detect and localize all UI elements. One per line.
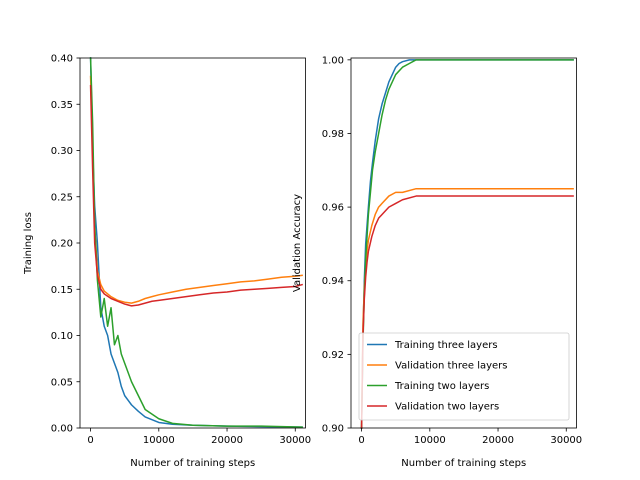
validation-accuracy-panel: 0 10000 20000 30000 0.90 0.92 0.94 0.96 0.98 1.0… xyxy=(292,55,582,469)
legend-entry-label: Validation two layers xyxy=(395,402,499,413)
training-loss-x-tick-label: 0 xyxy=(87,435,93,446)
validation-accuracy-x-tick-label: 10000 xyxy=(414,435,446,446)
training-loss-series-line-3 xyxy=(89,84,304,307)
validation-accuracy-y-axis-label: Validation Accuracy xyxy=(292,194,303,292)
training-loss-y-tick-label: 0.35 xyxy=(51,100,73,111)
training-loss-x-ticks: 0 10000 20000 30000 xyxy=(87,428,311,446)
training-loss-y-axis-label: Training loss xyxy=(23,212,34,275)
validation-accuracy-series-line-3 xyxy=(360,195,574,429)
training-loss-series-line-1 xyxy=(89,75,303,304)
validation-accuracy-y-tick-label: 0.90 xyxy=(322,424,344,435)
legend-entry-label: Validation three layers xyxy=(395,361,508,372)
training-loss-y-tick-label: 0.00 xyxy=(51,424,73,435)
training-loss-x-tick-label: 10000 xyxy=(143,435,175,446)
validation-accuracy-x-ticks: 0 10000 20000 30000 xyxy=(358,428,582,446)
training-loss-y-tick-label: 0.30 xyxy=(51,146,73,157)
validation-accuracy-axes-frame xyxy=(350,57,577,429)
training-loss-y-tick-label: 0.40 xyxy=(51,54,73,65)
validation-accuracy-series-line-2 xyxy=(360,59,574,429)
validation-accuracy-lines xyxy=(360,59,574,429)
validation-accuracy-y-tick-label: 0.92 xyxy=(322,350,344,361)
validation-accuracy-x-axis-label: Number of training steps xyxy=(401,458,526,469)
training-loss-y-tick-label: 0.15 xyxy=(51,285,73,296)
training-loss-y-tick-label: 0.10 xyxy=(51,331,73,342)
legend-entry-label: Training three layers xyxy=(394,340,498,351)
training-loss-panel: 0 10000 20000 30000 0.00 0.05 0.10 0.15 0.20 0.2… xyxy=(23,54,311,470)
validation-accuracy-x-tick-label: 20000 xyxy=(482,435,514,446)
training-loss-x-axis-label: Number of training steps xyxy=(130,458,255,469)
training-loss-x-tick-label: 20000 xyxy=(211,435,243,446)
training-loss-y-ticks: 0.00 0.05 0.10 0.15 0.20 0.25 0.30 0.35 0.40 xyxy=(51,54,80,435)
validation-accuracy-y-tick-label: 0.98 xyxy=(322,129,344,140)
validation-accuracy-y-tick-label: 0.96 xyxy=(322,203,344,214)
validation-accuracy-y-ticks: 0.90 0.92 0.94 0.96 0.98 1.00 xyxy=(322,55,351,435)
training-loss-y-tick-label: 0.25 xyxy=(51,192,73,203)
training-loss-y-tick-label: 0.20 xyxy=(51,239,73,250)
legend-box xyxy=(358,332,570,421)
legend-entry-label: Training two layers xyxy=(394,381,489,392)
legend: Training three layers Validation three la… xyxy=(358,332,570,421)
validation-accuracy-x-tick-label: 30000 xyxy=(550,435,582,446)
training-loss-axes-frame xyxy=(79,57,306,429)
validation-accuracy-y-tick-label: 1.00 xyxy=(322,55,344,66)
validation-accuracy-x-tick-label: 0 xyxy=(358,435,364,446)
training-loss-y-tick-label: 0.05 xyxy=(51,377,73,388)
training-loss-lines xyxy=(89,57,304,428)
training-loss-x-tick-label: 30000 xyxy=(279,435,311,446)
validation-accuracy-y-tick-label: 0.94 xyxy=(322,276,344,287)
training-loss-series-line-2 xyxy=(89,57,303,428)
legend-entries: Training three layers Validation three la… xyxy=(367,340,508,413)
